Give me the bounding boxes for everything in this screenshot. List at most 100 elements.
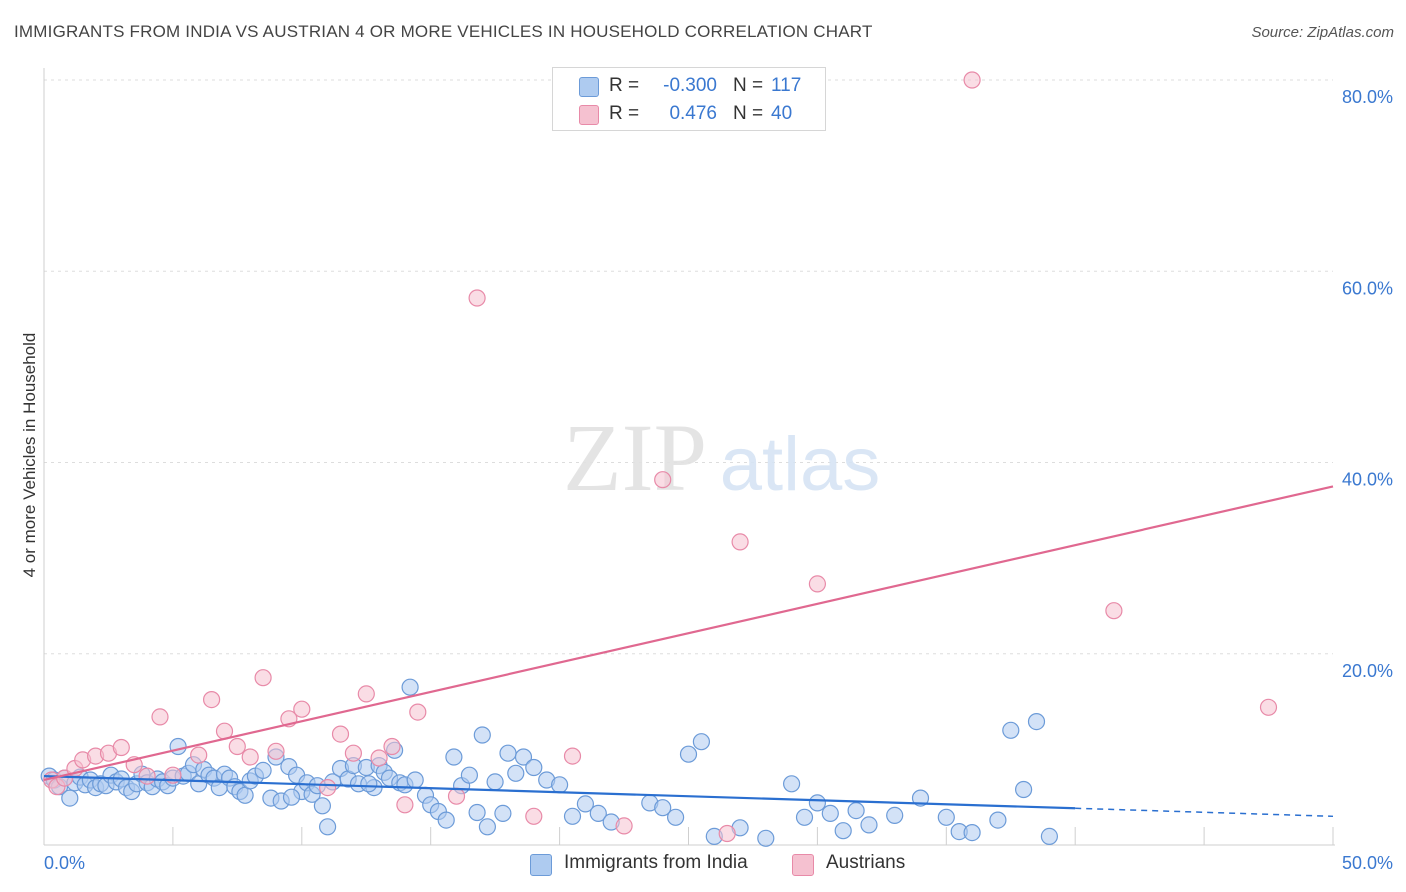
series-india-points xyxy=(40,678,1059,847)
austrian-point xyxy=(383,737,401,756)
austrian-point xyxy=(468,289,486,307)
austrian-point xyxy=(190,746,208,764)
india-point xyxy=(169,737,187,756)
india-point xyxy=(401,678,419,696)
y-tick-label: 20.0% xyxy=(1342,661,1393,681)
india-point xyxy=(313,797,331,815)
r-value-austrians: 0.476 xyxy=(669,103,717,124)
india-point xyxy=(319,818,337,836)
y-tick-label: 40.0% xyxy=(1342,470,1393,490)
india-point xyxy=(757,829,775,847)
india-point xyxy=(1027,712,1046,731)
legend-swatch-india xyxy=(530,854,552,876)
trendlines xyxy=(43,485,1334,818)
x-tick-label: 50.0% xyxy=(1342,853,1393,873)
austrians-trendline xyxy=(43,485,1334,782)
source-label: Source: ZipAtlas.com xyxy=(1251,24,1394,41)
india-point xyxy=(473,726,491,744)
austrian-point xyxy=(331,725,350,743)
stats-box: R = -0.300 N = 117 R = 0.476 N = 40 xyxy=(552,67,826,131)
austrian-point xyxy=(267,742,285,760)
n-label: N = xyxy=(733,75,764,96)
n-label: N = xyxy=(733,103,764,124)
india-point xyxy=(468,803,486,822)
india-point xyxy=(963,823,981,842)
stats-row-austrians: R = 0.476 N = 40 xyxy=(553,101,825,129)
austrian-point xyxy=(963,71,981,89)
india-point xyxy=(486,773,504,791)
watermark: ZIP atlas xyxy=(563,404,880,511)
india-point xyxy=(360,775,378,793)
austrian-point xyxy=(370,749,388,767)
india-point xyxy=(563,807,582,825)
axes xyxy=(43,68,1335,846)
y-tick-label: 60.0% xyxy=(1342,278,1393,298)
tick-labels: 20.0% 40.0% 60.0% 80.0% 0.0% 50.0% xyxy=(44,87,1393,873)
india-point xyxy=(666,808,685,826)
y-tick-label: 80.0% xyxy=(1342,87,1393,107)
india-point xyxy=(847,801,865,820)
india-point xyxy=(61,789,79,807)
india-point xyxy=(795,808,814,826)
india-point xyxy=(654,799,672,817)
r-label: R = xyxy=(609,75,640,96)
austrian-point xyxy=(447,787,466,805)
legend-label-india: Immigrants from India xyxy=(564,852,748,873)
austrian-point xyxy=(1259,698,1278,716)
austrian-point xyxy=(808,575,827,593)
india-point xyxy=(499,744,517,762)
india-point xyxy=(437,811,455,829)
india-trendline-extension xyxy=(1075,807,1334,818)
austrian-point xyxy=(396,796,414,814)
india-point xyxy=(989,811,1007,829)
india-point xyxy=(1002,721,1020,739)
n-value-india: 117 xyxy=(771,75,802,96)
austrian-point xyxy=(1105,602,1123,620)
india-point xyxy=(692,733,711,751)
n-value-austrians: 40 xyxy=(771,103,793,124)
india-point xyxy=(808,794,827,812)
stats-row-india: R = -0.300 N = 117 xyxy=(553,73,825,101)
india-point xyxy=(1040,827,1059,846)
india-swatch xyxy=(579,77,599,97)
india-point xyxy=(514,748,533,766)
austrian-point xyxy=(731,533,749,551)
india-point xyxy=(937,808,955,826)
austrian-point xyxy=(138,767,156,785)
austrian-point xyxy=(112,738,130,757)
india-point xyxy=(589,804,607,823)
austrian-point xyxy=(654,471,672,489)
india-point xyxy=(911,789,930,807)
india-point xyxy=(460,766,478,784)
r-label: R = xyxy=(609,103,640,124)
gridlines xyxy=(44,79,1333,655)
india-point xyxy=(679,745,698,763)
austrian-point xyxy=(344,744,362,762)
austrian-point xyxy=(357,685,375,703)
austrian-point xyxy=(228,737,246,756)
india-point xyxy=(1014,780,1033,799)
watermark-zip: ZIP xyxy=(563,404,707,511)
austrian-point xyxy=(293,700,311,718)
austrian-point xyxy=(254,669,272,687)
india-point xyxy=(886,806,904,825)
india-point xyxy=(445,748,463,766)
austrian-point xyxy=(563,747,582,765)
r-value-india: -0.300 xyxy=(663,75,717,96)
india-point xyxy=(834,822,852,840)
austrian-point xyxy=(718,824,736,843)
chart-title: IMMIGRANTS FROM INDIA VS AUSTRIAN 4 OR M… xyxy=(14,22,873,41)
india-point xyxy=(821,804,839,823)
india-point xyxy=(860,816,878,834)
india-point xyxy=(576,795,595,813)
india-point xyxy=(406,771,424,789)
legend-swatch-austrians xyxy=(792,854,814,876)
austrian-point xyxy=(615,817,633,835)
india-point xyxy=(478,818,496,836)
india-point xyxy=(282,788,301,806)
india-point xyxy=(236,786,254,804)
austrian-point xyxy=(203,690,221,709)
austrian-point xyxy=(409,703,427,721)
india-point xyxy=(782,775,801,793)
austrian-point xyxy=(319,778,337,797)
